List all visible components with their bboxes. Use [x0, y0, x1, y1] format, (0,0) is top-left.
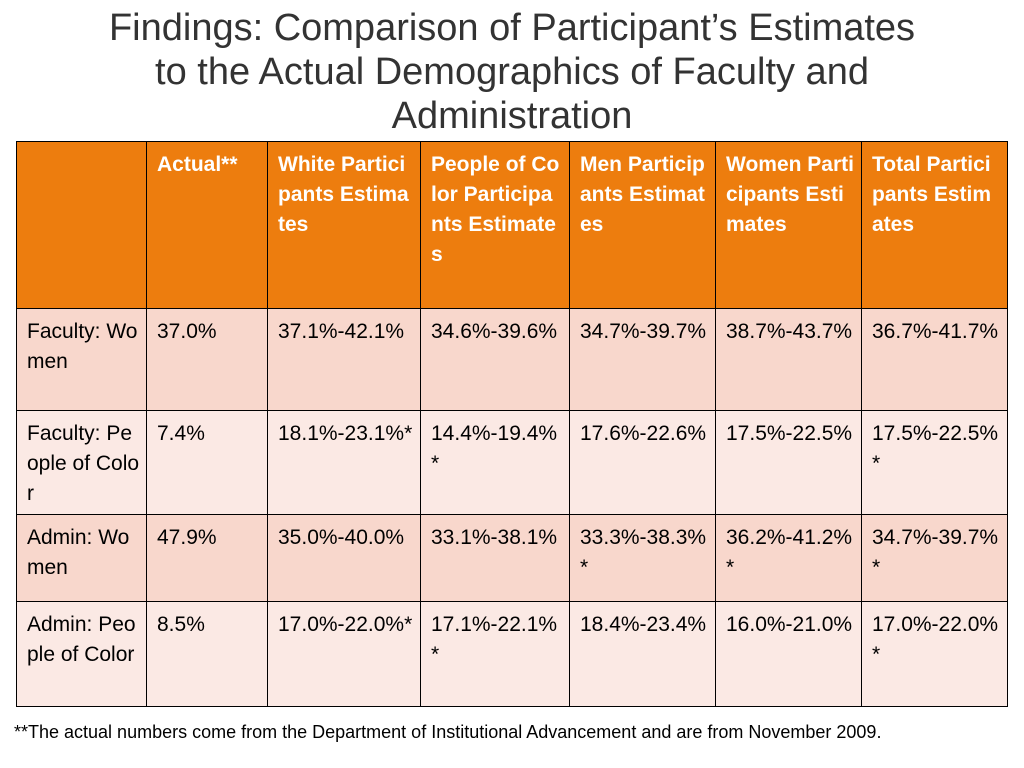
table-row: Faculty: People of Color 7.4% 18.1%-23.1…	[16, 410, 1008, 515]
table-cell: 36.7%-41.7%	[861, 308, 1008, 411]
title-line-2: to the Actual Demographics of Faculty an…	[155, 51, 869, 93]
title-line-1: Findings: Comparison of Participant’s Es…	[108, 7, 916, 49]
row-label: Faculty: Women	[16, 308, 147, 411]
table-row: Admin: Women 47.9% 35.0%-40.0% 33.1%-38.…	[16, 514, 1008, 602]
header-cell-women-participants: Women Participants Estimates	[715, 141, 862, 309]
header-cell-total-participants: Total Participants Estimates	[861, 141, 1008, 309]
table-cell: 34.7%-39.7%*	[861, 514, 1008, 602]
table-cell: 17.0%-22.0%*	[861, 601, 1008, 707]
table-cell: 18.4%-23.4%	[569, 601, 716, 707]
table-cell: 17.1%-22.1%*	[420, 601, 570, 707]
title-line-3: Administration	[391, 95, 633, 137]
table-cell: 17.5%-22.5%*	[861, 410, 1008, 515]
table-cell: 37.0%	[146, 308, 268, 411]
table-cell: 18.1%-23.1%*	[267, 410, 421, 515]
table-cell: 38.7%-43.7%	[715, 308, 862, 411]
slide-title: Findings: Comparison of Participant’s Es…	[0, 6, 1024, 146]
comparison-table: Actual** White Participants Estimates Pe…	[16, 141, 1008, 707]
table-cell: 14.4%-19.4%*	[420, 410, 570, 515]
table-cell: 7.4%	[146, 410, 268, 515]
row-label: Faculty: People of Color	[16, 410, 147, 515]
header-cell-actual: Actual**	[146, 141, 268, 309]
table-cell: 8.5%	[146, 601, 268, 707]
table-cell: 34.7%-39.7%	[569, 308, 716, 411]
row-label: Admin: People of Color	[16, 601, 147, 707]
footnote: **The actual numbers come from the Depar…	[14, 722, 882, 742]
table-cell: 47.9%	[146, 514, 268, 602]
table-row: Faculty: Women 37.0% 37.1%-42.1% 34.6%-3…	[16, 308, 1008, 411]
table-cell: 16.0%-21.0%	[715, 601, 862, 707]
table-cell: 17.0%-22.0%*	[267, 601, 421, 707]
header-cell-men-participants: Men Participants Estimates	[569, 141, 716, 309]
header-cell-empty	[16, 141, 147, 309]
header-cell-people-of-color-participants: People of Color Participants Estimates	[420, 141, 570, 309]
row-label: Admin: Women	[16, 514, 147, 602]
table-cell: 36.2%-41.2%*	[715, 514, 862, 602]
table-cell: 35.0%-40.0%	[267, 514, 421, 602]
table-cell: 17.6%-22.6%	[569, 410, 716, 515]
table-cell: 37.1%-42.1%	[267, 308, 421, 411]
header-row: Actual** White Participants Estimates Pe…	[16, 141, 1008, 309]
header-cell-white-participants: White Participants Estimates	[267, 141, 421, 309]
table-cell: 33.3%-38.3%*	[569, 514, 716, 602]
table-cell: 17.5%-22.5%	[715, 410, 862, 515]
table-row: Admin: People of Color 8.5% 17.0%-22.0%*…	[16, 601, 1008, 707]
table-cell: 33.1%-38.1%	[420, 514, 570, 602]
table-cell: 34.6%-39.6%	[420, 308, 570, 411]
